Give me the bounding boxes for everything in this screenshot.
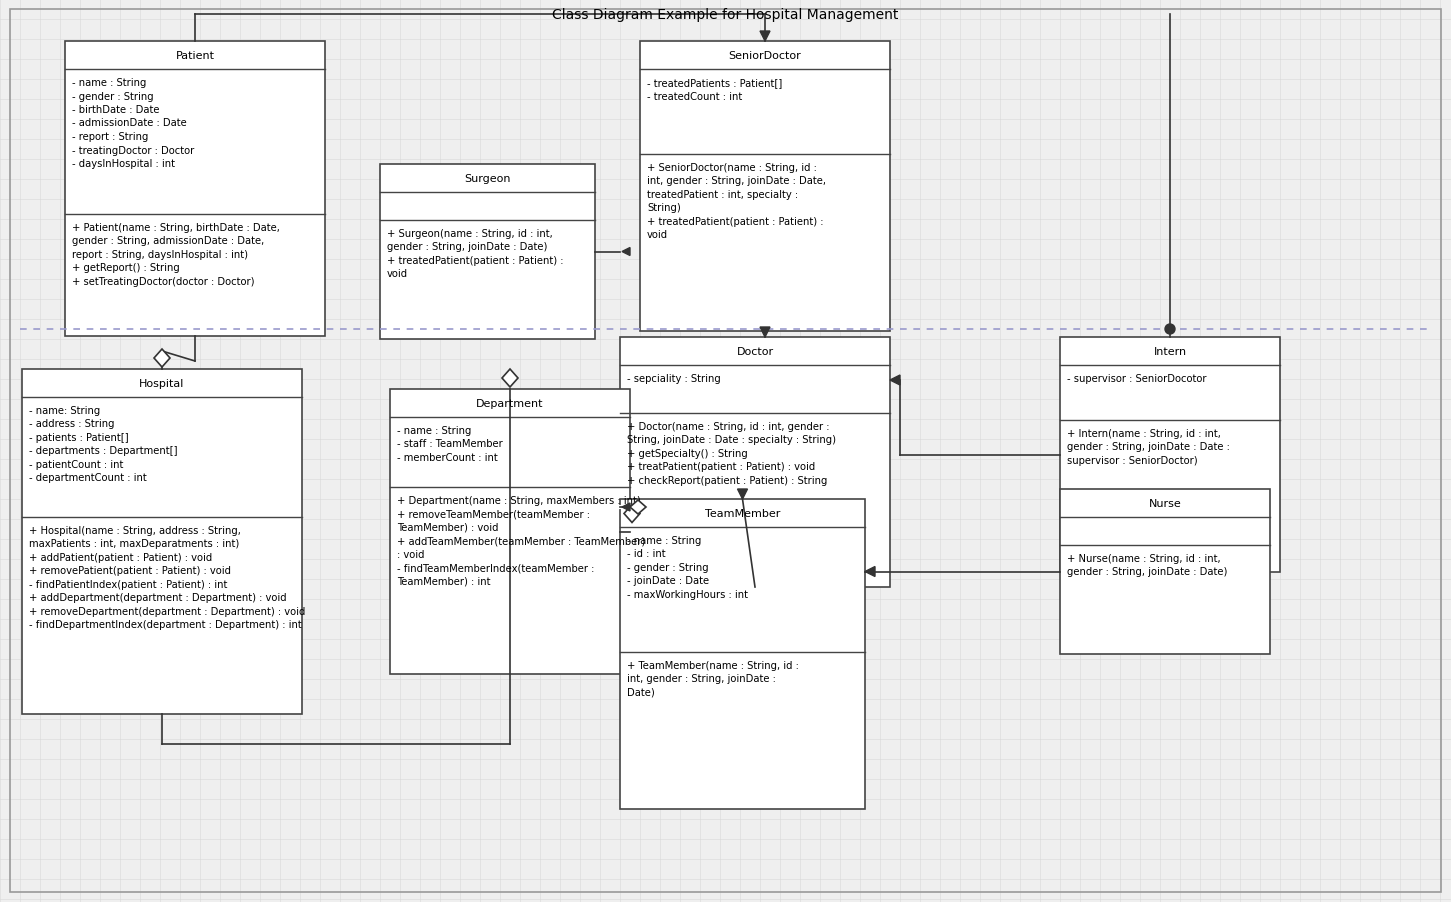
Polygon shape [154,350,170,368]
Circle shape [1165,325,1175,335]
Text: TeamMember) : void: TeamMember) : void [398,522,499,532]
Text: maxPatients : int, maxDeparatments : int): maxPatients : int, maxDeparatments : int… [29,538,239,549]
Text: gender : String, joinDate : Date): gender : String, joinDate : Date) [387,243,547,253]
Text: - daysInHospital : int: - daysInHospital : int [73,159,176,169]
Text: - findPatientIndex(patient : Patient) : int: - findPatientIndex(patient : Patient) : … [29,579,228,589]
Polygon shape [889,375,900,385]
Text: + Department(name : String, maxMembers : int): + Department(name : String, maxMembers :… [398,495,641,505]
Text: - supervisor : SeniorDocotor: - supervisor : SeniorDocotor [1066,373,1206,383]
Text: void: void [387,269,408,280]
Text: Class Diagram Example for Hospital Management: Class Diagram Example for Hospital Manag… [553,8,898,22]
Text: SeniorDoctor: SeniorDoctor [728,51,801,61]
Text: - departments : Department[]: - departments : Department[] [29,446,177,456]
Text: treatedPatient : int, specialty :: treatedPatient : int, specialty : [647,189,798,199]
Bar [22,370,302,714]
Text: + Nurse(name : String, id : int,: + Nurse(name : String, id : int, [1066,554,1220,564]
Text: - name: String: - name: String [29,406,100,416]
Text: String, joinDate : Date : specialty : String): String, joinDate : Date : specialty : St… [627,435,836,445]
Text: : void: : void [398,549,425,559]
Text: int, gender : String, joinDate :: int, gender : String, joinDate : [627,674,776,684]
Text: - treatingDoctor : Doctor: - treatingDoctor : Doctor [73,145,194,155]
Text: - address : String: - address : String [29,419,115,429]
Text: Intern: Intern [1154,346,1187,356]
Text: Surgeon: Surgeon [464,174,511,184]
Bar [640,42,889,332]
Text: + treatedPatient(patient : Patient) :: + treatedPatient(patient : Patient) : [647,216,824,226]
Text: Hospital: Hospital [139,379,184,389]
Text: Department: Department [476,399,544,409]
Text: + Patient(name : String, birthDate : Date,: + Patient(name : String, birthDate : Dat… [73,223,280,233]
Text: - treatedCount : int: - treatedCount : int [647,91,743,101]
Text: + Surgeon(name : String, id : int,: + Surgeon(name : String, id : int, [387,229,553,239]
Text: int, gender : String, joinDate : Date,: int, gender : String, joinDate : Date, [647,176,826,187]
Text: - treatedPatients : Patient[]: - treatedPatients : Patient[] [647,78,782,87]
Text: + addTeamMember(teamMember : TeamMember): + addTeamMember(teamMember : TeamMember) [398,536,646,546]
Polygon shape [865,566,875,577]
Text: - departmentCount : int: - departmentCount : int [29,473,147,483]
Text: + treatedPatient(patient : Patient) :: + treatedPatient(patient : Patient) : [387,255,563,266]
Bar [390,390,630,675]
Polygon shape [760,32,770,42]
Text: - gender : String: - gender : String [627,562,708,573]
Text: + getReport() : String: + getReport() : String [73,263,180,273]
Polygon shape [622,248,630,256]
Text: - id : int: - id : int [627,549,666,559]
Text: Doctor: Doctor [737,346,773,356]
Text: + addPatient(patient : Patient) : void: + addPatient(patient : Patient) : void [29,552,212,562]
Text: - patients : Patient[]: - patients : Patient[] [29,433,129,443]
Text: TeamMember) : int: TeamMember) : int [398,576,490,586]
Bar [380,165,595,340]
Text: + removeTeamMember(teamMember :: + removeTeamMember(teamMember : [398,509,591,519]
Text: - joinDate : Date: - joinDate : Date [627,575,710,586]
Bar [620,500,865,809]
Text: Nurse: Nurse [1149,499,1181,509]
Text: + Doctor(name : String, id : int, gender :: + Doctor(name : String, id : int, gender… [627,421,830,431]
Bar [65,42,325,336]
Text: - birthDate : Date: - birthDate : Date [73,105,160,115]
Bar [620,337,889,587]
Text: + Hospital(name : String, address : String,: + Hospital(name : String, address : Stri… [29,526,241,536]
Text: + checkReport(patient : Patient) : String: + checkReport(patient : Patient) : Strin… [627,475,827,485]
Text: + addDepartment(department : Department) : void: + addDepartment(department : Department)… [29,593,287,603]
Text: gender : String, admissionDate : Date,: gender : String, admissionDate : Date, [73,236,264,246]
Text: - report : String: - report : String [73,132,148,142]
Text: - findDepartmentIndex(department : Department) : int: - findDepartmentIndex(department : Depar… [29,620,302,630]
Text: + treatPatient(patient : Patient) : void: + treatPatient(patient : Patient) : void [627,462,815,472]
Text: Date): Date) [627,687,654,697]
Polygon shape [630,501,646,514]
Bar [1061,337,1280,573]
Text: - sepciality : String: - sepciality : String [627,373,721,383]
Polygon shape [502,370,518,388]
Text: - gender : String: - gender : String [73,91,154,101]
Text: - name : String: - name : String [398,426,472,436]
Text: + Intern(name : String, id : int,: + Intern(name : String, id : int, [1066,428,1220,438]
Text: - patientCount : int: - patientCount : int [29,459,123,469]
Text: - admissionDate : Date: - admissionDate : Date [73,118,187,128]
Polygon shape [760,327,770,337]
Text: report : String, daysInHospital : int): report : String, daysInHospital : int) [73,250,248,260]
Text: - memberCount : int: - memberCount : int [398,453,498,463]
Text: gender : String, joinDate : Date): gender : String, joinDate : Date) [1066,566,1228,577]
Text: + SeniorDoctor(name : String, id :: + SeniorDoctor(name : String, id : [647,163,817,173]
Polygon shape [624,505,640,523]
Text: - staff : TeamMember: - staff : TeamMember [398,439,502,449]
Text: - name : String: - name : String [627,536,701,546]
Polygon shape [622,503,630,511]
Text: + removePatient(patient : Patient) : void: + removePatient(patient : Patient) : voi… [29,566,231,575]
Polygon shape [737,490,747,500]
Bar [1061,490,1270,654]
Text: + removeDepartment(department : Department) : void: + removeDepartment(department : Departme… [29,606,305,616]
Text: + setTreatingDoctor(doctor : Doctor): + setTreatingDoctor(doctor : Doctor) [73,277,254,287]
Text: gender : String, joinDate : Date :: gender : String, joinDate : Date : [1066,442,1230,452]
Text: supervisor : SeniorDoctor): supervisor : SeniorDoctor) [1066,456,1197,465]
Text: - findTeamMemberIndex(teamMember :: - findTeamMemberIndex(teamMember : [398,563,595,573]
Text: - name : String: - name : String [73,78,147,87]
Text: + TeamMember(name : String, id :: + TeamMember(name : String, id : [627,660,800,670]
Text: TeamMember: TeamMember [705,509,781,519]
Text: Patient: Patient [176,51,215,61]
Text: String): String) [647,203,681,213]
Text: - maxWorkingHours : int: - maxWorkingHours : int [627,589,749,599]
Text: void: void [647,230,667,240]
Text: + getSpecialty() : String: + getSpecialty() : String [627,448,747,458]
